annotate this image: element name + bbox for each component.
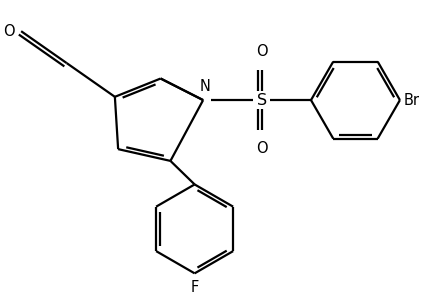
Text: O: O [3, 24, 14, 39]
Text: O: O [256, 141, 268, 156]
Text: N: N [200, 79, 211, 94]
Text: O: O [256, 44, 268, 59]
Text: Br: Br [404, 93, 420, 108]
Text: F: F [191, 280, 199, 295]
Text: S: S [257, 93, 267, 108]
